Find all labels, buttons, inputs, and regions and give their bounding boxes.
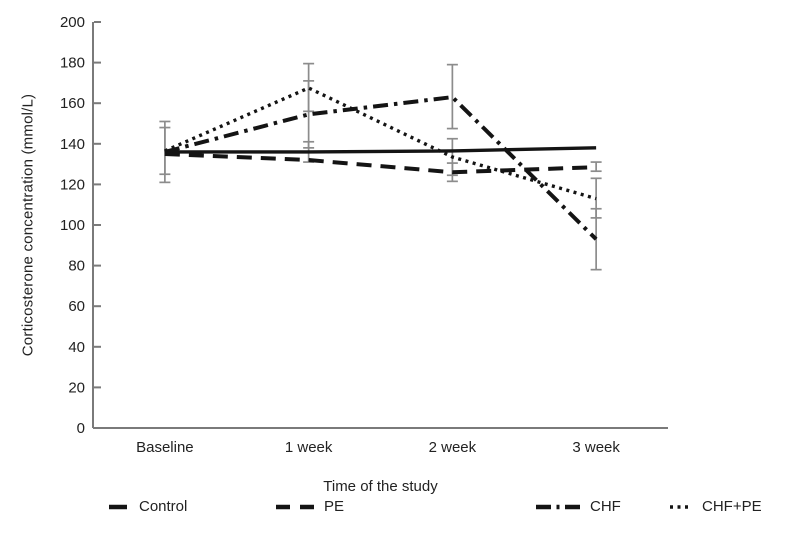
legend-marker-dashdot-icon <box>536 504 580 509</box>
series-line-chf <box>164 95 598 241</box>
y-tick-label: 200 <box>60 14 85 31</box>
legend-marker-dotted-icon <box>670 504 690 509</box>
y-tick-label: 40 <box>68 339 85 356</box>
y-tick-label: 0 <box>77 420 85 437</box>
y-tick-label: 120 <box>60 176 85 193</box>
y-tick-label: 60 <box>68 298 85 315</box>
y-tick-label: 80 <box>68 258 85 275</box>
y-tick-label: 180 <box>60 55 85 72</box>
legend-label: CHF <box>590 498 621 515</box>
x-category-label: 3 week <box>572 439 620 456</box>
x-axis-title: Time of the study <box>323 478 438 495</box>
y-axis-title: Corticosterone concentration (mmol/L) <box>19 93 37 357</box>
y-axis-ticks <box>94 21 101 429</box>
y-tick-label: 100 <box>60 217 85 234</box>
series-line-control <box>164 146 597 154</box>
y-tick-labels: 0 20 40 60 80 100 120 140 160 180 200 <box>60 14 85 437</box>
legend-item-chf-pe: CHF+PE <box>668 498 762 515</box>
y-tick-label: 160 <box>60 95 85 112</box>
legend-item-control: Control <box>105 498 187 515</box>
y-tick-label: 140 <box>60 136 85 153</box>
x-category-label: Baseline <box>136 439 194 456</box>
x-category-labels: Baseline 1 week 2 week 3 week <box>136 439 620 456</box>
series-line-pe <box>164 151 597 175</box>
legend-label: CHF+PE <box>702 498 762 515</box>
series-line-chf-pe <box>164 86 597 201</box>
legend-item-pe: PE <box>274 498 344 515</box>
chart-legend: Control PE CHF CHF+PE <box>0 498 789 522</box>
x-category-label: 2 week <box>429 439 477 456</box>
legend-label: PE <box>324 498 345 515</box>
legend-label: Control <box>139 498 188 515</box>
legend-item-chf: CHF <box>534 498 621 515</box>
legend-marker-solid-icon <box>109 504 127 509</box>
x-category-label: 1 week <box>285 439 333 456</box>
y-tick-label: 20 <box>68 379 85 396</box>
axes <box>92 22 668 429</box>
legend-marker-dashed-icon <box>276 504 314 509</box>
error-bar <box>446 63 458 130</box>
error-bar <box>590 161 602 173</box>
